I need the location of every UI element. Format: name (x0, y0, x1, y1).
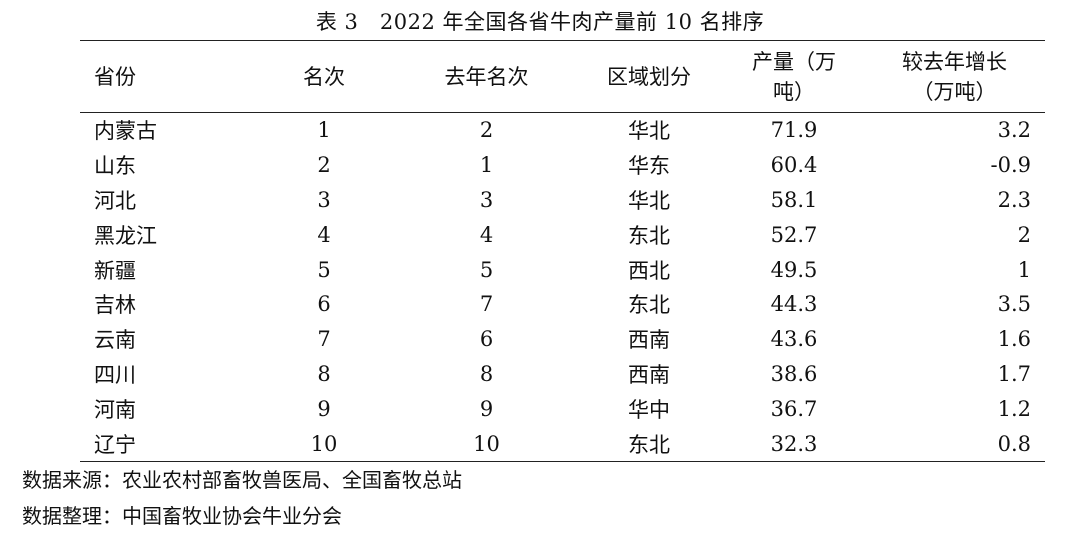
cell-last-rank: 9 (479, 397, 494, 422)
cell-last-rank: 7 (479, 292, 494, 317)
cell-output: 44.3 (770, 292, 818, 317)
cell-rank: 10 (310, 431, 338, 456)
cell-change: 3.5 (997, 292, 1031, 317)
cell-region: 东北 (628, 293, 670, 318)
cell-last-rank: 3 (479, 187, 494, 212)
table-row: 新疆 5 5 西北 49.5 1 (80, 252, 1045, 287)
cell-province: 山东 (94, 153, 136, 178)
table-row: 河南 9 9 华中 36.7 1.2 (80, 392, 1045, 427)
table-row: 吉林 6 7 东北 44.3 3.5 (80, 287, 1045, 322)
cell-last-rank: 10 (473, 431, 500, 456)
cell-change: 1 (1017, 257, 1031, 282)
header-province: 省份 (94, 64, 136, 89)
header-output-line2: 吨） (773, 79, 815, 104)
header-change-line1: 较去年增长 (902, 49, 1007, 74)
cell-change: 0.8 (997, 431, 1031, 456)
cell-change: 1.6 (997, 327, 1031, 352)
source-note: 数据来源：农业农村部畜牧兽医局、全国畜牧总站 (22, 468, 462, 492)
cell-output: 58.1 (770, 187, 818, 212)
cell-change: 2 (1017, 222, 1031, 247)
cell-rank: 8 (317, 362, 331, 387)
cell-province: 吉林 (94, 293, 136, 318)
cell-output: 60.4 (770, 152, 818, 177)
header-last-rank: 去年名次 (444, 64, 529, 89)
cell-province: 河南 (94, 398, 136, 423)
cell-region: 东北 (628, 432, 670, 457)
cell-last-rank: 1 (479, 152, 494, 177)
cell-output: 49.5 (770, 257, 818, 282)
table-header-row: 省份 名次 去年名次 区域划分 产量（万 吨） 较去年增长 （万吨） (80, 41, 1045, 113)
cell-last-rank: 2 (479, 118, 494, 143)
cell-last-rank: 8 (479, 362, 494, 387)
cell-province: 内蒙古 (94, 119, 157, 144)
table-row: 山东 2 1 华东 60.4 -0.9 (80, 147, 1045, 182)
cell-change: 1.7 (997, 362, 1031, 387)
cell-province: 云南 (94, 328, 136, 353)
cell-last-rank: 4 (479, 222, 494, 247)
cell-change: -0.9 (990, 152, 1032, 177)
beef-output-table: 省份 名次 去年名次 区域划分 产量（万 吨） 较去年增长 （万吨） 内蒙古 1 2… (80, 40, 1045, 462)
cell-province: 新疆 (94, 258, 136, 283)
cell-last-rank: 5 (479, 257, 494, 282)
cell-rank: 6 (317, 292, 331, 317)
cell-rank: 7 (317, 327, 331, 352)
cell-rank: 1 (317, 118, 331, 143)
cell-rank: 9 (317, 397, 331, 422)
cell-output: 52.7 (770, 222, 818, 247)
cell-region: 华东 (628, 153, 670, 178)
table-row: 河北 3 3 华北 58.1 2.3 (80, 182, 1045, 217)
cell-region: 西南 (628, 328, 670, 353)
table-title: 表 3 2022 年全国各省牛肉产量前 10 名排序 (315, 10, 765, 34)
header-change: 较去年增长 （万吨） (864, 41, 1045, 113)
cell-output: 43.6 (770, 327, 818, 352)
cell-rank: 4 (317, 222, 331, 247)
cell-province: 河北 (94, 188, 136, 213)
cell-output: 71.9 (770, 118, 818, 143)
table-row: 辽宁 10 10 东北 32.3 0.8 (80, 427, 1045, 462)
table-row: 云南 7 6 西南 43.6 1.6 (80, 322, 1045, 357)
cell-region: 西南 (628, 363, 670, 388)
header-rank: 名次 (303, 64, 345, 89)
cell-last-rank: 6 (479, 327, 494, 352)
table-row: 黑龙江 4 4 东北 52.7 2 (80, 217, 1045, 252)
cell-province: 辽宁 (94, 432, 136, 457)
header-change-line2: （万吨） (912, 79, 997, 104)
cell-region: 华北 (628, 119, 670, 144)
cell-change: 3.2 (997, 118, 1031, 143)
cell-change: 1.2 (997, 397, 1031, 422)
cell-region: 华中 (628, 398, 670, 423)
cell-rank: 2 (317, 152, 331, 177)
header-output-line1: 产量（万 (752, 49, 836, 74)
header-region: 区域划分 (607, 64, 691, 89)
cell-region: 东北 (628, 223, 670, 248)
header-output: 产量（万 吨） (724, 41, 864, 113)
cell-rank: 3 (317, 187, 331, 212)
cell-output: 38.6 (770, 362, 818, 387)
cell-province: 四川 (94, 363, 136, 388)
cell-change: 2.3 (997, 187, 1031, 212)
compiled-note: 数据整理：中国畜牧业协会牛业分会 (22, 504, 342, 528)
cell-region: 华北 (628, 188, 670, 213)
cell-output: 36.7 (770, 397, 818, 422)
table-row: 内蒙古 1 2 华北 71.9 3.2 (80, 113, 1045, 148)
table-row: 四川 8 8 西南 38.6 1.7 (80, 357, 1045, 392)
cell-rank: 5 (317, 257, 331, 282)
cell-province: 黑龙江 (94, 223, 157, 248)
cell-region: 西北 (628, 258, 670, 283)
cell-output: 32.3 (770, 431, 818, 456)
